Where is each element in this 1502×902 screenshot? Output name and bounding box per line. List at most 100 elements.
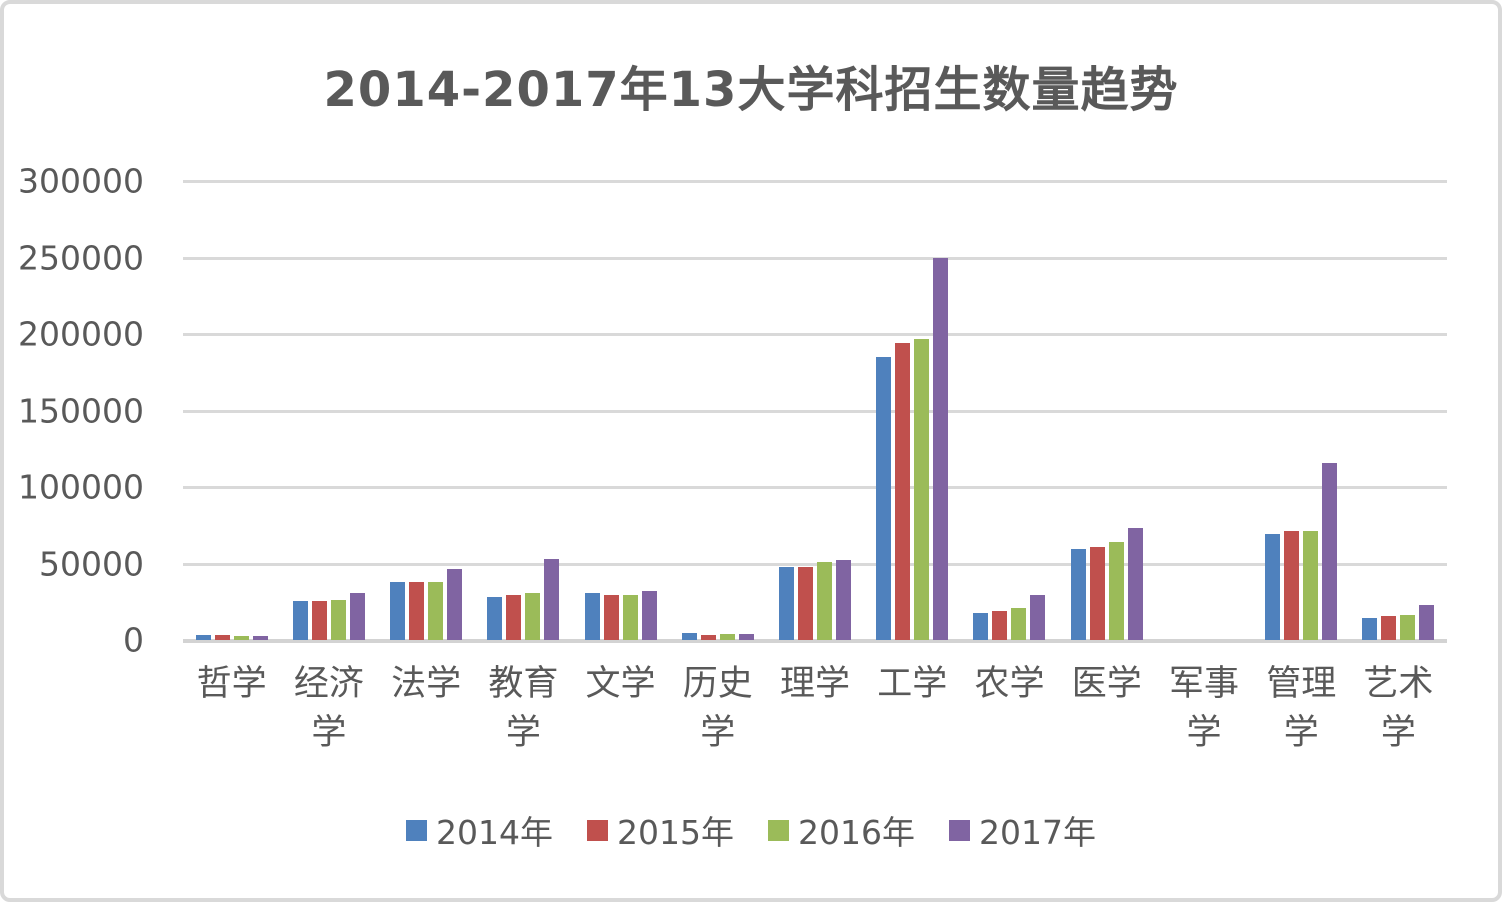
bar bbox=[973, 612, 989, 640]
y-tick-label: 200000 bbox=[18, 314, 144, 354]
legend-item: 2016年 bbox=[768, 806, 915, 854]
bar bbox=[292, 601, 308, 640]
y-tick-label: 50000 bbox=[39, 544, 144, 583]
bar-group bbox=[572, 181, 669, 640]
bar bbox=[779, 566, 795, 640]
x-tick-label: 理学 bbox=[780, 664, 851, 704]
y-tick-label: 100000 bbox=[18, 467, 144, 507]
legend-label: 2016年 bbox=[798, 813, 915, 852]
bar bbox=[409, 581, 425, 640]
legend-label: 2017年 bbox=[978, 813, 1096, 852]
x-tick-label: 文学 bbox=[585, 664, 656, 704]
legend-item: 2017年 bbox=[948, 806, 1096, 854]
bar bbox=[428, 581, 444, 640]
bar-group bbox=[864, 181, 961, 640]
bar bbox=[214, 634, 230, 640]
bar bbox=[817, 562, 833, 640]
bar bbox=[1322, 463, 1338, 640]
x-tick-label: 历史学 bbox=[682, 664, 753, 753]
bar bbox=[233, 636, 249, 640]
gridline bbox=[183, 409, 1447, 413]
bar bbox=[487, 597, 503, 640]
bar bbox=[895, 343, 911, 640]
bar bbox=[836, 560, 852, 640]
bar bbox=[1108, 542, 1124, 640]
bar bbox=[738, 633, 754, 640]
x-tick-label: 艺术学 bbox=[1363, 664, 1434, 753]
bar-group bbox=[1155, 181, 1252, 640]
bar bbox=[1011, 608, 1027, 640]
x-tick-label: 哲学 bbox=[196, 664, 267, 704]
bar bbox=[1419, 604, 1435, 640]
chart-title: 2014-2017年13大学科招生数量趋势 bbox=[323, 62, 1179, 118]
legend: 2014年 2015年 2016年 2017年 bbox=[4, 806, 1498, 854]
bar bbox=[311, 600, 327, 640]
x-tick-label: 医学 bbox=[1071, 664, 1142, 704]
bar bbox=[544, 558, 560, 640]
bar bbox=[1362, 617, 1378, 640]
bar bbox=[603, 594, 619, 640]
bar-group bbox=[766, 181, 863, 640]
bar-group bbox=[961, 181, 1058, 640]
bars-layer bbox=[183, 181, 1447, 640]
x-tick-label: 法学 bbox=[391, 664, 462, 704]
x-tick-label: 管理学 bbox=[1266, 664, 1337, 753]
bar bbox=[1127, 527, 1143, 640]
bar bbox=[876, 356, 892, 640]
bar bbox=[330, 599, 346, 640]
bar bbox=[1303, 531, 1319, 640]
bar bbox=[349, 592, 365, 640]
y-tick-label: 250000 bbox=[18, 238, 144, 277]
x-axis-labels: 哲学 经济学法学 教育学文学 历史学理学 工学 农学 医学 军事学管理学艺术学 bbox=[183, 660, 1447, 758]
legend-swatch bbox=[406, 819, 428, 841]
bar bbox=[622, 594, 638, 640]
bar bbox=[933, 257, 949, 640]
gridline bbox=[183, 562, 1447, 566]
legend-item: 2014年 bbox=[406, 806, 553, 854]
bar-group bbox=[377, 181, 474, 640]
bar bbox=[1381, 616, 1397, 640]
legend-swatch bbox=[768, 819, 789, 841]
bar bbox=[681, 632, 697, 640]
gridline bbox=[183, 333, 1447, 336]
bar-group bbox=[1253, 181, 1350, 640]
x-tick-label: 工学 bbox=[877, 664, 948, 704]
bar-group bbox=[280, 181, 377, 640]
legend-swatch bbox=[948, 819, 970, 841]
bar-group bbox=[475, 181, 572, 640]
legend-item: 2015年 bbox=[587, 806, 734, 854]
bar bbox=[798, 566, 814, 640]
bar bbox=[700, 634, 716, 640]
x-axis-line bbox=[183, 639, 1447, 643]
gridline bbox=[183, 486, 1447, 489]
bar bbox=[1030, 594, 1046, 640]
bar-group bbox=[183, 181, 280, 640]
bar bbox=[584, 593, 600, 640]
bar bbox=[641, 591, 657, 640]
bar bbox=[195, 634, 211, 640]
bar bbox=[1070, 549, 1086, 640]
legend-label: 2015年 bbox=[617, 813, 734, 852]
y-tick-label: 300000 bbox=[18, 161, 144, 201]
plot-area: 0 50000 100000 150000 200000 250000 300000 bbox=[18, 162, 1447, 660]
gridline bbox=[183, 180, 1447, 183]
bar bbox=[1284, 531, 1300, 640]
bar bbox=[992, 610, 1008, 640]
bar bbox=[252, 635, 268, 640]
legend-label: 2014年 bbox=[436, 813, 554, 852]
x-tick-label: 经济学 bbox=[293, 664, 364, 753]
bar bbox=[914, 339, 930, 640]
bar-group bbox=[1058, 181, 1155, 640]
bar bbox=[719, 634, 735, 640]
bar-group bbox=[1350, 181, 1447, 640]
x-tick-label: 农学 bbox=[974, 664, 1045, 704]
x-tick-label: 军事学 bbox=[1168, 664, 1239, 753]
bar bbox=[390, 581, 406, 640]
bar-group bbox=[669, 181, 766, 640]
bar bbox=[1400, 614, 1416, 640]
bar bbox=[506, 595, 522, 640]
y-tick-label: 150000 bbox=[18, 391, 144, 430]
y-tick-label: 0 bbox=[123, 620, 144, 660]
bar bbox=[525, 593, 541, 640]
bar bbox=[447, 568, 463, 640]
